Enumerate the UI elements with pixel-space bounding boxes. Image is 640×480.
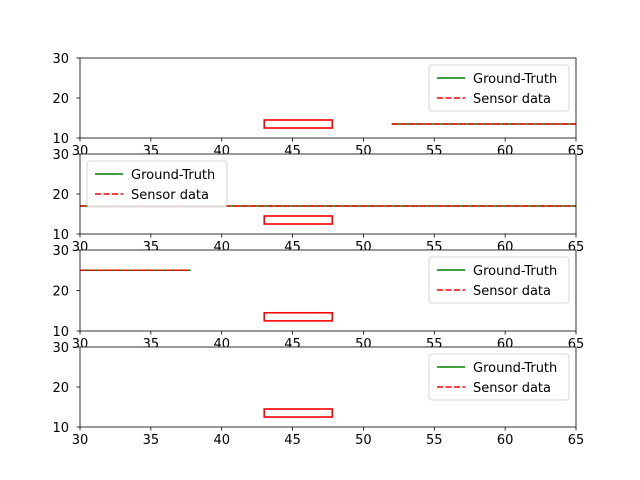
y-tick-label: 30 [52,341,69,356]
axes-frame [79,249,577,332]
y-tick-label: 20 [52,285,69,300]
legend-label: Ground-Truth [473,72,557,87]
legend: Ground-Truth Sensor data [428,64,570,112]
axes-frame [79,346,577,428]
y-tick-label: 30 [52,52,69,67]
region-rectangle [263,408,334,418]
y-tick-label: 20 [52,381,69,396]
x-tick-label: 65 [568,433,585,448]
y-tick-label: 30 [52,244,69,259]
legend-label: Ground-Truth [473,264,557,279]
subplot-3: 30 35 40 45 50 55 60 65102030Ground-TruthSensor… [52,244,584,352]
y-tick-label: 20 [52,92,69,107]
y-tick-label: 10 [52,132,69,147]
subplot-2: 30 35 40 45 50 55 60 65102030Ground-TruthSensor… [52,148,584,255]
legend-box [86,160,228,208]
legend-label: Sensor data [473,92,551,107]
region-rectangle [263,119,334,129]
region-rectangle [263,311,334,322]
subplot-4: 30 35 40 45 50 55 60 65 10 20 30 Ground-Truth Sensor… [52,341,584,448]
x-tick-label: 45 [284,433,301,448]
x-tick-label: 30 [72,433,89,448]
legend-label: Sensor data [131,188,209,203]
legend: Ground-Truth Sensor data [428,353,570,401]
y-tick-label: 20 [52,188,69,203]
x-tick-label: 60 [497,433,514,448]
legend-box [428,353,570,401]
legend-label: Sensor data [473,284,551,299]
x-tick-label: 35 [143,433,160,448]
subplot-1: 30 35 40 45 50 55 60 65102030Ground-TruthSensor… [52,52,584,159]
x-tick-label: 50 [355,433,372,448]
axes-frame [79,57,577,139]
region-rectangle [263,215,334,225]
legend-label: Ground-Truth [131,168,215,183]
legend-label: Sensor data [473,381,551,396]
legend: Ground-Truth Sensor data [86,160,228,208]
axes-frame [79,153,577,235]
legend-label: Ground-Truth [473,361,557,376]
x-tick-label: 40 [213,433,230,448]
y-tick-label: 10 [52,421,69,436]
x-tick-label: 55 [426,433,443,448]
legend-box [428,64,570,112]
y-tick-label: 10 [52,325,69,340]
y-tick-label: 10 [52,228,69,243]
y-tick-label: 30 [52,148,69,163]
legend-box [428,256,570,304]
legend: Ground-Truth Sensor data [428,256,570,304]
